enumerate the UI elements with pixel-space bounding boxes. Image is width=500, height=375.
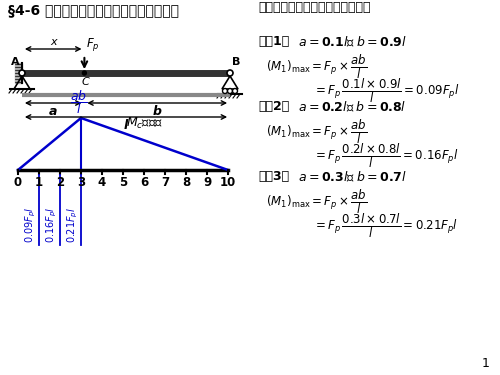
Text: 9: 9: [203, 176, 211, 189]
Circle shape: [82, 71, 86, 75]
Text: 2: 2: [56, 176, 64, 189]
Text: $= F_p\,\dfrac{0.3l\times0.7l}{l} = 0.21F_pl$: $= F_p\,\dfrac{0.3l\times0.7l}{l} = 0.21…: [313, 212, 458, 240]
Text: 截靤1：: 截靤1：: [258, 35, 289, 48]
Text: x: x: [50, 37, 56, 47]
Text: B: B: [232, 57, 240, 67]
Text: §4-6 简支梁的内力包络图和绝对最大弯矩: §4-6 简支梁的内力包络图和绝对最大弯矩: [8, 3, 179, 17]
Text: $= F_p\,\dfrac{0.1l\times0.9l}{l} = 0.09F_pl$: $= F_p\,\dfrac{0.1l\times0.9l}{l} = 0.09…: [313, 77, 460, 105]
Text: $0.21F_pl$: $0.21F_pl$: [66, 207, 80, 243]
Text: $= F_p\,\dfrac{0.2l\times0.8l}{l} = 0.16F_pl$: $= F_p\,\dfrac{0.2l\times0.8l}{l} = 0.16…: [313, 142, 458, 170]
Circle shape: [227, 70, 233, 76]
Text: 5: 5: [119, 176, 127, 189]
Text: 截靤3：: 截靤3：: [258, 170, 289, 183]
Circle shape: [19, 70, 25, 76]
Circle shape: [232, 88, 237, 93]
Text: $M_c$影响线: $M_c$影响线: [126, 116, 163, 130]
Text: $\left(M_1\right)_{\max} = F_p \times \dfrac{ab}{l}$: $\left(M_1\right)_{\max} = F_p \times \d…: [266, 53, 367, 81]
Text: 3: 3: [77, 176, 85, 189]
Text: 4: 4: [98, 176, 106, 189]
Text: $a = $0.2$l$，$\;b = $0.8$l$: $a = $0.2$l$，$\;b = $0.8$l$: [298, 100, 406, 114]
Text: 截靤2：: 截靤2：: [258, 100, 289, 113]
Text: 0: 0: [14, 176, 22, 189]
Text: $\left(M_1\right)_{\max} = F_p \times \dfrac{ab}{l}$: $\left(M_1\right)_{\max} = F_p \times \d…: [266, 188, 367, 216]
Text: $\dfrac{ab}{l}$: $\dfrac{ab}{l}$: [70, 88, 88, 116]
Text: 8: 8: [182, 176, 190, 189]
Circle shape: [228, 88, 232, 93]
Text: C: C: [82, 77, 90, 87]
Text: a: a: [49, 105, 58, 118]
Text: $\left(M_1\right)_{\max} = F_p \times \dfrac{ab}{l}$: $\left(M_1\right)_{\max} = F_p \times \d…: [266, 118, 367, 146]
Text: 10: 10: [220, 176, 236, 189]
Text: $0.16F_pl$: $0.16F_pl$: [44, 206, 59, 243]
Text: $0.09F_pl$: $0.09F_pl$: [24, 206, 38, 243]
Text: 1: 1: [482, 357, 490, 370]
Text: A: A: [12, 57, 20, 67]
Circle shape: [222, 88, 228, 93]
Polygon shape: [15, 63, 22, 83]
Text: 把梁分成十等分，求其最大弯矩：: 把梁分成十等分，求其最大弯矩：: [258, 1, 370, 14]
Text: $F_p$: $F_p$: [86, 36, 100, 53]
Text: $a = $0.1$l$，$\;b = $0.9$l$: $a = $0.1$l$，$\;b = $0.9$l$: [298, 35, 407, 50]
Text: 1: 1: [35, 176, 43, 189]
Text: b: b: [152, 105, 162, 118]
Text: $a = $0.3$l$，$\;b = $0.7$l$: $a = $0.3$l$，$\;b = $0.7$l$: [298, 170, 407, 184]
Text: l: l: [124, 119, 128, 132]
Text: 6: 6: [140, 176, 148, 189]
Text: 7: 7: [161, 176, 169, 189]
